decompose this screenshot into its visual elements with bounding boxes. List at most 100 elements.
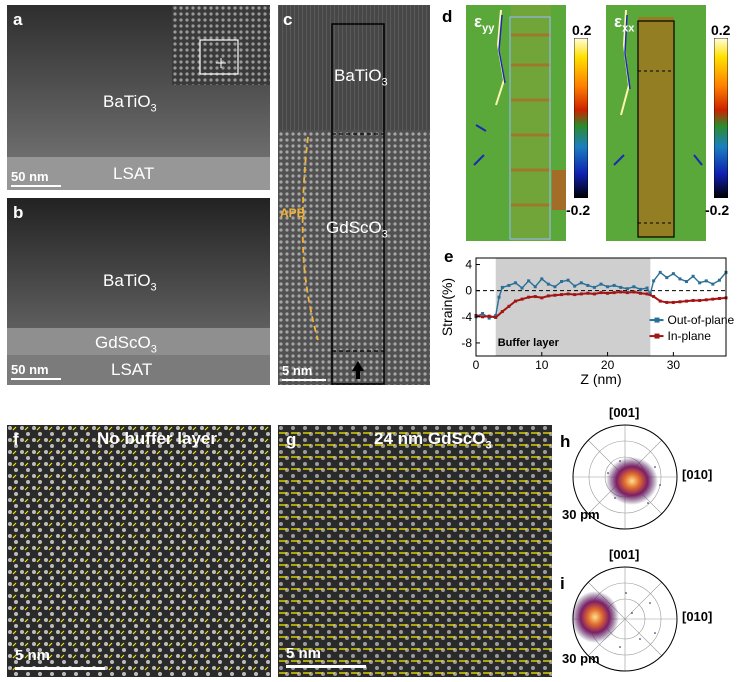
x-tick-label: 30 [667,358,681,372]
panel-c-scale-bar [282,379,326,381]
panel-i-radius-label: 30 pm [562,651,600,666]
strain-map-xx-sub: xx [622,22,635,35]
panel-a-film-label: BaTiO3 [103,93,157,117]
data-point [527,295,531,299]
data-point [546,282,550,286]
panel-f-label: No buffer layer [97,429,217,448]
data-point [560,293,564,297]
data-point [691,274,695,278]
data-point [625,291,629,295]
panel-g-scale-label: 5 nm [286,645,322,662]
panel-c-buffer-text: GdScO [326,218,382,237]
panel-b-substrate [7,355,270,385]
panel-g-label-sub: 3 [485,439,492,452]
data-point [665,276,669,280]
data-point [612,291,616,295]
data-point [638,287,642,291]
data-point [632,290,636,294]
panel-i-letter: i [560,574,565,593]
data-point [573,293,577,297]
data-point [513,299,517,303]
panel-i-right-label: [010] [682,609,713,624]
panel-h-letter: h [560,432,571,451]
panel-b-buffer-label: GdScO3 [95,334,157,358]
panel-e: e Buffer layer 0 10 20 30 4 0 -4 -8 Strain(%) Z… [438,246,736,392]
panel-h-radius-label: 30 pm [562,507,600,522]
data-point [606,291,610,295]
data-point [711,282,715,286]
data-point [625,287,629,291]
strain-map-yy-label: εyy [474,12,494,34]
data-point [711,297,715,301]
panel-g-scale-bar [286,665,366,668]
panel-c-film-sub: 3 [381,76,388,89]
colorbar-right-min: -0.2 [705,202,730,218]
panel-a-film-text: BaTiO [103,92,151,111]
data-point [540,296,544,300]
data-point [500,310,504,314]
chart-ylabel: Strain(%) [439,278,455,336]
data-point [671,272,675,276]
x-tick-label: 20 [601,358,615,372]
data-point [487,316,491,320]
panel-c-scale-label: 5 nm [282,363,313,378]
panel-a-scale-label: 50 nm [11,169,49,184]
panel-b-film-label: BaTiO3 [103,272,157,296]
data-point [685,299,689,303]
data-point [717,297,721,301]
panel-b: b BaTiO3 GdScO3 LSAT 50 nm [7,198,270,385]
colorbar-left [574,38,588,198]
polar-plot-i [571,566,678,672]
panel-b-substrate-label: LSAT [111,360,153,379]
y-tick-label: -4 [461,310,472,324]
panel-g: g 24 nm GdScO3 5 nm [278,425,552,677]
panel-a-substrate [7,157,270,190]
data-point [500,285,504,289]
data-point [592,292,596,296]
data-point [481,312,485,316]
data-point [546,294,550,298]
data-point [671,300,675,304]
strain-map-yy [466,5,566,241]
panel-f-letter: f [13,430,19,449]
data-point [592,285,596,289]
data-point [606,285,610,289]
panel-c-apb-label: APB [280,206,306,220]
panel-f-scale-bar [15,667,105,670]
data-point [494,315,498,319]
data-point [691,298,695,302]
data-point [507,304,511,308]
panel-h: h [001] [010] 30 pm [560,403,736,533]
legend-marker [654,317,660,323]
data-point [566,278,570,282]
data-point [704,298,708,302]
panel-i-top-label: [001] [609,547,640,562]
data-point [638,291,642,295]
panel-b-scale-bar [11,378,61,380]
x-tick-label: 0 [473,358,480,372]
legend-marker [654,333,660,339]
panel-a-letter: a [13,10,23,29]
data-point [553,285,557,289]
panel-g-label-text: 24 nm GdScO [374,429,486,448]
panel-h-top-label: [001] [609,405,640,420]
panel-a-substrate-label: LSAT [113,164,155,183]
panel-c-image [278,5,430,385]
panel-c-buffer-label: GdScO3 [326,219,388,243]
data-point [507,283,511,287]
data-point [586,283,590,287]
data-point [612,283,616,287]
panel-f-image [7,425,271,677]
panel-b-scale-label: 50 nm [11,362,49,377]
data-point [632,285,636,289]
data-point [533,285,537,289]
y-tick-label: -8 [461,336,472,350]
chart-plot-frame [475,257,727,357]
panel-g-letter: g [286,430,297,449]
data-point [717,278,721,282]
data-point [487,314,491,318]
data-point [520,286,524,290]
polar-plot-h [572,424,678,530]
data-point [658,299,662,303]
colorbar-left-min: -0.2 [566,202,591,218]
